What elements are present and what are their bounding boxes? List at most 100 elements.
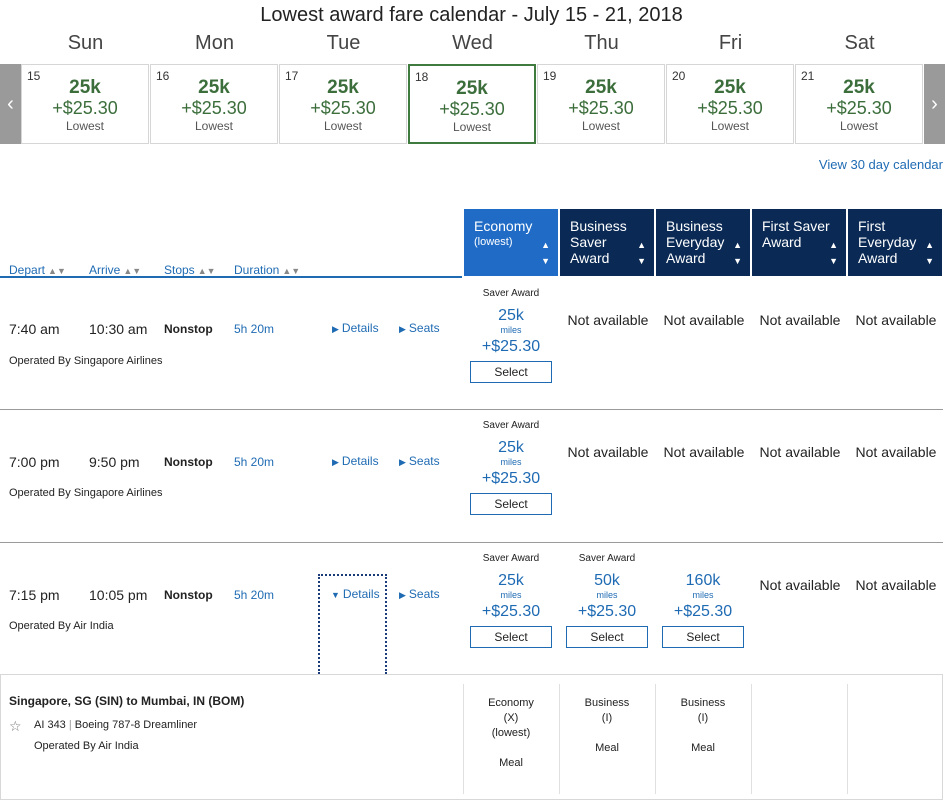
- day-number: 21: [801, 69, 815, 83]
- select-button[interactable]: Select: [470, 626, 552, 648]
- panel-cabin-business: Business (I) Meal: [656, 696, 750, 756]
- fare-miles: 25k: [498, 572, 524, 589]
- day-name-sun: Sun: [67, 32, 104, 54]
- seats-link[interactable]: ▶ Seats: [399, 454, 440, 468]
- day-number: 18: [415, 70, 429, 84]
- fare-economy: Saver Award 25k miles +$25.30 Select: [464, 420, 558, 515]
- day-price: +$25.30: [181, 98, 247, 118]
- caret-right-icon: ▶: [399, 324, 406, 334]
- calendar-next-button[interactable]: ›: [924, 64, 945, 144]
- select-button[interactable]: Select: [566, 626, 648, 648]
- cabin-meal: Meal: [595, 742, 619, 754]
- cabin-header-label: Business Everyday Award: [666, 218, 725, 266]
- day-name-sat: Sat: [844, 32, 875, 54]
- award-type: Saver Award: [578, 553, 636, 564]
- fare-miles: 25k: [498, 439, 524, 456]
- day-name-fri: Fri: [718, 32, 743, 54]
- day-lowest-label: Lowest: [452, 120, 492, 134]
- cabin-header-first-saver[interactable]: First Saver Award ▲ ▼: [752, 209, 846, 276]
- caret-right-icon: ▶: [332, 457, 339, 467]
- details-link[interactable]: ▶ Details: [332, 321, 379, 335]
- flight-depart-time: 7:00 pm: [9, 454, 60, 470]
- select-button[interactable]: Select: [662, 626, 744, 648]
- flight-arrive-time: 10:05 pm: [89, 587, 148, 603]
- caret-right-icon: ▶: [332, 324, 339, 334]
- day-miles: 25k: [456, 78, 488, 99]
- calendar-day-19[interactable]: 19 25k +$25.30 Lowest: [537, 64, 665, 144]
- cabin-header-first-everyday[interactable]: First Everyday Award ▲ ▼: [848, 209, 942, 276]
- sort-icon: ▲▼: [282, 266, 301, 276]
- cabin-header-business-everyday[interactable]: Business Everyday Award ▲ ▼: [656, 209, 750, 276]
- details-link[interactable]: ▶ Details: [332, 454, 379, 468]
- calendar-day-21[interactable]: 21 25k +$25.30 Lowest: [795, 64, 923, 144]
- calendar-day-17[interactable]: 17 25k +$25.30 Lowest: [279, 64, 407, 144]
- day-lowest-label: Lowest: [194, 119, 234, 133]
- sort-duration[interactable]: Duration ▲▼: [234, 263, 300, 277]
- cabin-header-label: First Everyday Award: [858, 218, 917, 266]
- chevron-left-icon: ‹: [7, 92, 14, 115]
- seats-link[interactable]: ▶ Seats: [399, 587, 440, 601]
- flight-duration: 5h 20m: [234, 322, 275, 336]
- flight-stops: Nonstop: [164, 588, 213, 602]
- day-number: 17: [285, 69, 299, 83]
- cabin-header-economy[interactable]: Economy (lowest) ▲ ▼: [464, 209, 558, 276]
- caret-right-icon: ▶: [399, 457, 406, 467]
- day-price: +$25.30: [439, 99, 505, 119]
- flight-info-separator: |: [68, 719, 72, 731]
- operated-by: Operated By Singapore Airlines: [9, 355, 163, 367]
- aircraft: Boeing 787-8 Dreamliner: [74, 719, 198, 731]
- fare-not-available: Not available: [663, 312, 745, 328]
- sort-stops-label: Stops: [164, 263, 195, 277]
- calendar-day-15[interactable]: 15 25k +$25.30 Lowest: [21, 64, 149, 144]
- cabin-name: Business: [584, 697, 630, 709]
- cabin-name: Economy: [488, 697, 534, 709]
- day-lowest-label: Lowest: [323, 119, 363, 133]
- sort-icon: ▲▼: [541, 240, 550, 266]
- day-miles: 25k: [327, 77, 359, 98]
- sort-arrive[interactable]: Arrive ▲▼: [89, 263, 141, 277]
- sort-depart[interactable]: Depart ▲▼: [9, 263, 66, 277]
- day-number: 15: [27, 69, 41, 83]
- fare-miles-unit: miles: [500, 457, 522, 467]
- select-button[interactable]: Select: [470, 361, 552, 383]
- select-button[interactable]: Select: [470, 493, 552, 515]
- day-price: +$25.30: [52, 98, 118, 118]
- sort-stops[interactable]: Stops ▲▼: [164, 263, 216, 277]
- cabin-header-label: Economy: [474, 218, 533, 234]
- cabin-header-business-saver[interactable]: Business Saver Award ▲ ▼: [560, 209, 654, 276]
- cabin-code: (I): [601, 712, 613, 724]
- seats-label: Seats: [408, 321, 440, 335]
- fare-not-available: Not available: [759, 577, 841, 593]
- day-miles: 25k: [69, 77, 101, 98]
- sort-icon: ▲▼: [123, 266, 142, 276]
- panel-cabin-economy: Economy (X) (lowest) Meal: [464, 696, 558, 771]
- sort-icon: ▲▼: [637, 240, 646, 266]
- flight-details-panel: [0, 674, 943, 800]
- details-link-expanded[interactable]: ▼ Details: [331, 587, 380, 601]
- operated-by: Operated By Air India: [9, 620, 114, 632]
- seats-link[interactable]: ▶ Seats: [399, 321, 440, 335]
- cabin-code: (I): [697, 712, 709, 724]
- day-name-tue: Tue: [326, 32, 361, 54]
- details-label: Details: [342, 587, 380, 601]
- fare-not-available: Not available: [855, 312, 937, 328]
- panel-divider: [655, 684, 656, 794]
- calendar-day-18-selected[interactable]: 18 25k +$25.30 Lowest: [408, 64, 536, 144]
- calendar-day-20[interactable]: 20 25k +$25.30 Lowest: [666, 64, 794, 144]
- fare-economy: Saver Award 25k miles +$25.30 Select: [464, 553, 558, 648]
- flight-arrive-time: 9:50 pm: [89, 454, 140, 470]
- star-icon: ☆: [9, 718, 22, 734]
- fare-price: +$25.30: [481, 338, 541, 355]
- cabin-note: (lowest): [491, 727, 531, 739]
- day-price: +$25.30: [310, 98, 376, 118]
- fare-miles-unit: miles: [500, 590, 522, 600]
- caret-right-icon: ▶: [399, 590, 406, 600]
- view-30-day-calendar-link[interactable]: View 30 day calendar: [818, 157, 943, 172]
- flight-depart-time: 7:15 pm: [9, 587, 60, 603]
- calendar-day-16[interactable]: 16 25k +$25.30 Lowest: [150, 64, 278, 144]
- calendar-prev-button[interactable]: ‹: [0, 64, 21, 144]
- day-number: 19: [543, 69, 557, 83]
- fare-price: +$25.30: [481, 470, 541, 487]
- sort-icon: ▲▼: [925, 240, 934, 266]
- day-number: 20: [672, 69, 686, 83]
